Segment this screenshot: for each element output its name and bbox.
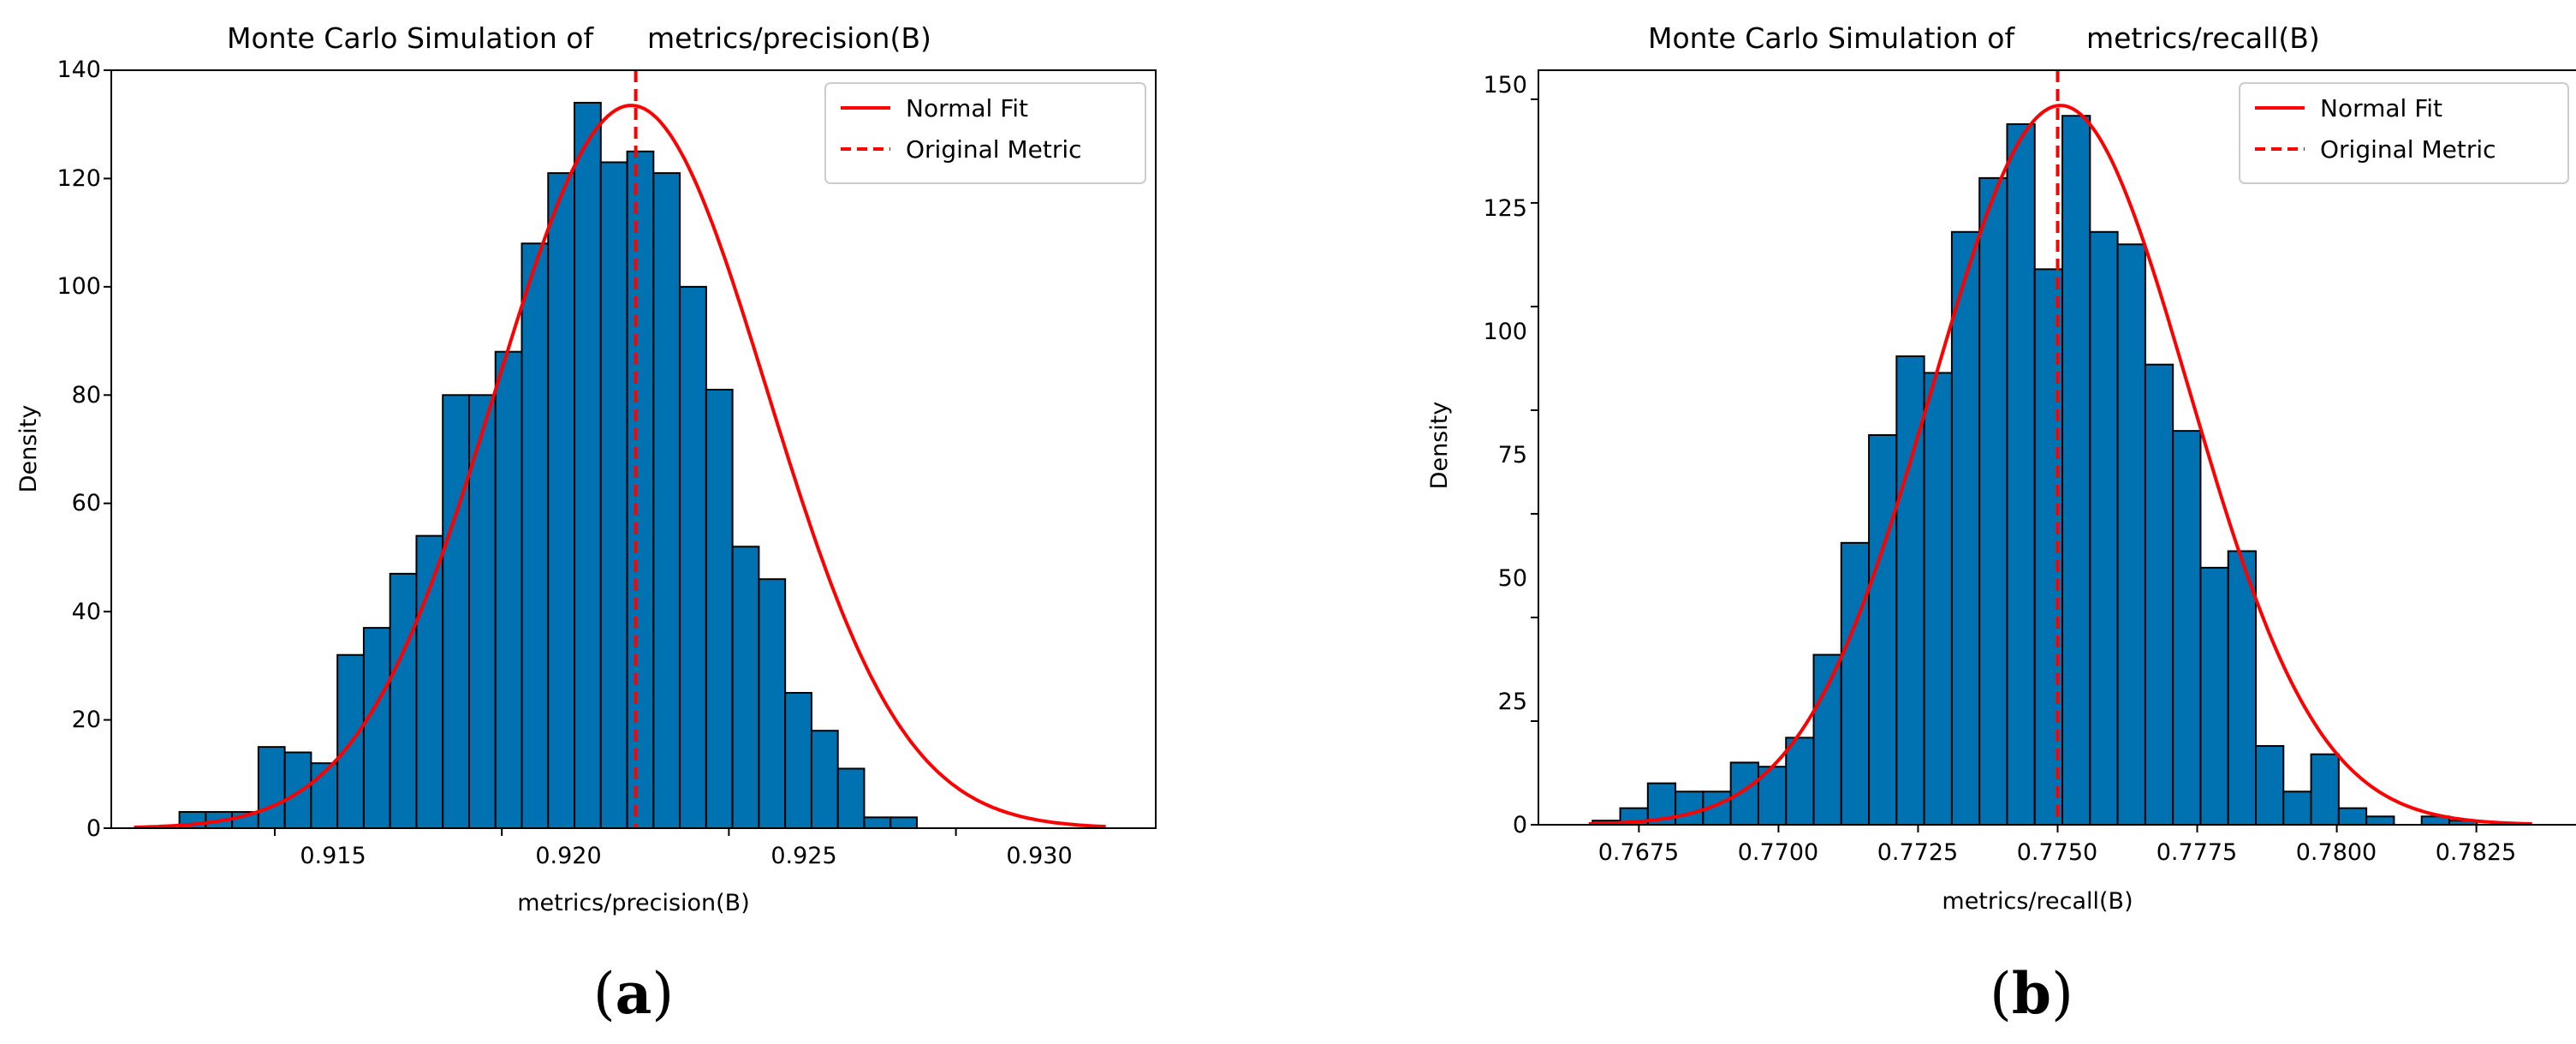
chart-b-xtick-label: 0.7750 [2017,839,2097,866]
chart-b-normal-fit-curve [1588,104,2532,826]
chart-a-ytick-label: 120 [57,165,101,192]
chart-b-xtick-label: 0.7675 [1598,839,1679,866]
chart-b-bar [1868,433,1898,826]
chart-a-ytick-label: 100 [57,273,101,300]
chart-b-axes-frame [1538,69,2576,826]
chart-a-bar [415,534,444,830]
chart-b-ticks [1531,98,2478,832]
chart-b-xtick-label: 0.7700 [1738,839,1818,866]
chart-b: 0.7675 0.7700 0.7725 0.7750 0.7775 0.780… [1426,21,2576,915]
chart-a-xtick-label: 0.915 [300,843,366,869]
chart-b-bar [1675,790,1704,826]
chart-a-bar [889,816,918,829]
chart-b-bar [1950,230,1981,826]
chart-a-bar [257,746,286,830]
chart-b-bar [2365,815,2395,826]
chart-b-bar [2337,807,2368,826]
caption-a: (a) [593,960,674,1027]
chart-b-bar [1923,372,1953,826]
chart-b-ytick-label: 150 [1483,72,1527,98]
chart-b-ytick-label: 0 [1513,812,1527,838]
chart-a-legend-normal-fit-label: Normal Fit [906,94,1028,122]
chart-b-legend-normal-fit-label: Normal Fit [2320,94,2442,122]
chart-a-bar [626,150,655,830]
chart-b-bars [1591,115,2478,826]
chart-a-bars [178,101,918,830]
chart-a-bar [731,546,760,829]
chart-a-xtick-label: 0.925 [770,843,836,869]
chart-b-bar [2061,115,2091,826]
chart-b-bar [1978,176,2008,826]
chart-b-ytick-label: 125 [1483,195,1527,222]
chart-b-bar [1729,761,1759,826]
chart-a-legend-box [824,82,1146,184]
chart-a-bar [863,816,892,829]
chart-b-bar [1840,541,1871,826]
chart-a-ticks [104,69,957,836]
chart-b-ytick-label: 50 [1498,565,1527,592]
chart-a-ytick-label: 40 [72,599,101,625]
chart-b-bar [1812,653,1842,826]
chart-a-ytick-label: 60 [72,490,101,516]
chart-b-bar [1785,737,1815,826]
chart-a-ytick-label: 20 [72,707,101,733]
chart-b-bar [2144,363,2174,826]
chart-b-bar [2089,230,2119,826]
chart-b-ytick-label: 75 [1498,442,1527,468]
chart-b-legend-box [2239,82,2569,184]
chart-a-bar [494,350,523,829]
chart-b-legend-original-metric-label: Original Metric [2320,135,2496,164]
chart-b-ytick-label: 100 [1483,319,1527,345]
chart-a-ytick-label: 80 [72,382,101,409]
chart-a-ytick-label: 0 [86,815,101,842]
chart-b-bar [2199,566,2229,826]
caption-b: (b) [1990,960,2073,1027]
chart-b-bar [2282,790,2312,826]
chart-a-ytick-label: 140 [57,57,101,83]
chart-b-xtick-label: 0.7725 [1877,839,1958,866]
chart-a-xtick-label: 0.920 [535,843,601,869]
chart-a-bar [283,751,312,829]
chart-a-title: Monte Carlo Simulation of metrics/precis… [227,21,931,55]
chart-b-bar [2116,243,2146,826]
chart-a-xtick-label: 0.930 [1006,843,1072,869]
chart-a-bar [652,172,681,830]
chart-b-legend: Normal Fit Original Metric [2239,82,2569,184]
chart-a-bar [521,242,550,829]
chart-a-bar [784,691,812,830]
chart-a-bar [574,101,602,829]
chart-a-xlabel: metrics/precision(B) [517,890,750,916]
chart-a-bar [758,578,787,829]
chart-a-bar [679,285,707,830]
chart-a-bar [362,627,391,829]
chart-a-legend: Normal Fit Original Metric [824,82,1146,184]
chart-b-bar [2310,753,2340,826]
chart-b-bar [2255,745,2285,826]
chart-b-xtick-label: 0.7800 [2296,839,2377,866]
chart-a-bar [836,767,866,830]
chart-a-axes-frame [110,69,1157,829]
chart-a-bar [810,730,839,830]
chart-a-legend-original-metric-label: Original Metric [906,135,1082,164]
chart-b-title: Monte Carlo Simulation of metrics/recall… [1648,21,2320,55]
chart-b-xlabel: metrics/recall(B) [1942,888,2133,915]
chart-a-normal-fit-curve [134,104,1106,829]
chart-b-bar [2172,430,2202,826]
chart-b-bar [2006,122,2036,826]
chart-b-xtick-label: 0.7775 [2157,839,2237,866]
chart-a-ylabel: Density [15,405,42,493]
chart-a-bar [599,161,628,829]
chart-b-ytick-label: 25 [1498,689,1527,715]
chart-b-ylabel: Density [1426,402,1453,490]
chart-a-bar [389,572,418,830]
chart-a-bar [705,388,734,829]
chart-b-xtick-label: 0.7825 [2436,839,2516,866]
chart-a-bar [442,394,470,829]
chart-a-bar [547,172,576,830]
chart-a: 0.915 0.920 0.925 0.930 0 20 40 60 80 10… [15,21,1157,916]
